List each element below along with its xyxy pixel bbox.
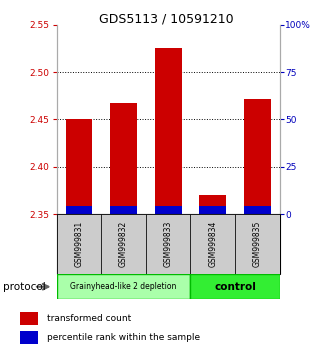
Bar — [190, 214, 235, 274]
Bar — [57, 274, 190, 299]
Bar — [244, 206, 271, 214]
Text: protocol: protocol — [3, 282, 46, 292]
Bar — [244, 99, 271, 214]
Bar — [101, 214, 146, 274]
Text: control: control — [214, 282, 256, 292]
Text: GSM999832: GSM999832 — [119, 221, 128, 267]
Text: GSM999835: GSM999835 — [253, 221, 262, 268]
Text: GSM999831: GSM999831 — [74, 221, 84, 267]
Bar — [20, 312, 38, 325]
Bar — [20, 331, 38, 344]
Bar — [146, 214, 190, 274]
Bar — [190, 274, 280, 299]
Text: GDS5113 / 10591210: GDS5113 / 10591210 — [99, 12, 234, 25]
Text: GSM999833: GSM999833 — [164, 221, 173, 268]
Text: GSM999834: GSM999834 — [208, 221, 217, 268]
Bar — [110, 103, 137, 214]
Bar — [155, 206, 181, 214]
Bar — [57, 214, 101, 274]
Text: transformed count: transformed count — [47, 314, 131, 322]
Text: Grainyhead-like 2 depletion: Grainyhead-like 2 depletion — [70, 282, 177, 291]
Text: percentile rank within the sample: percentile rank within the sample — [47, 333, 200, 342]
Bar — [66, 119, 92, 214]
Bar — [199, 195, 226, 214]
Bar — [110, 206, 137, 214]
Bar — [199, 206, 226, 214]
Bar — [235, 214, 280, 274]
Bar — [66, 206, 92, 214]
Bar — [155, 48, 181, 214]
